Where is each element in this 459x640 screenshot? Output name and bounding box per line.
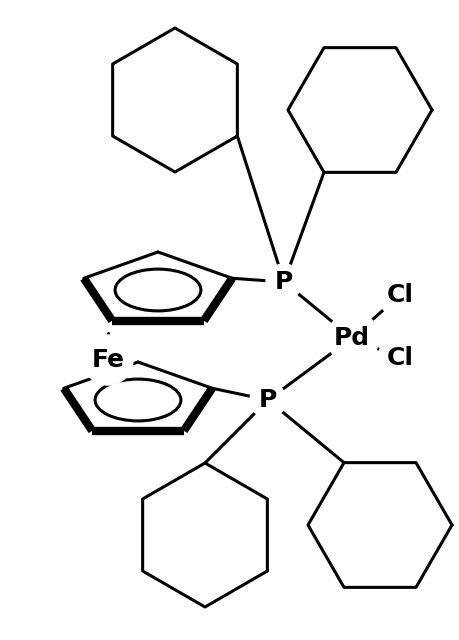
Text: Fe: Fe [91,348,124,372]
Text: Cl: Cl [386,283,414,307]
Circle shape [327,313,377,363]
Circle shape [378,336,422,380]
Circle shape [250,382,286,418]
Circle shape [266,264,302,300]
Text: Cl: Cl [386,346,414,370]
Circle shape [83,335,133,385]
Text: Pd: Pd [334,326,370,350]
Text: P: P [259,388,277,412]
Circle shape [378,273,422,317]
Text: P: P [275,270,293,294]
